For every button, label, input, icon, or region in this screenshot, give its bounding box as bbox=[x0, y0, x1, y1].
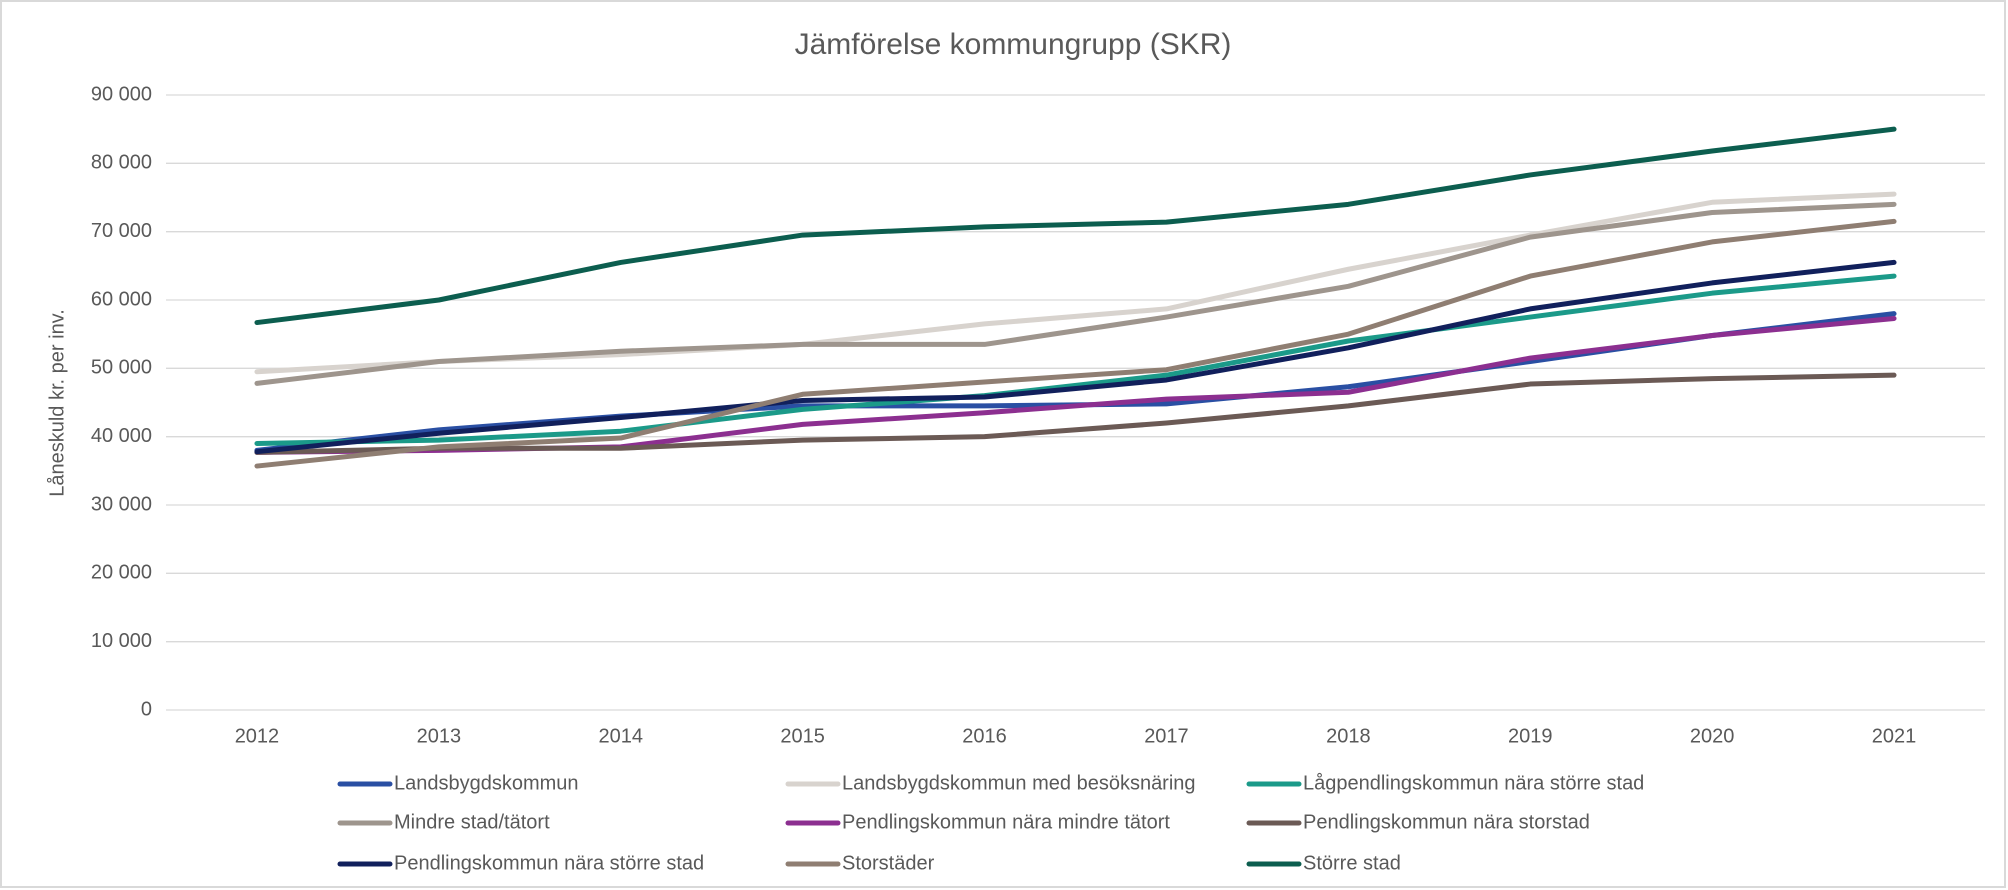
x-tick-label: 2014 bbox=[599, 725, 644, 747]
y-tick-label: 90 000 bbox=[91, 83, 152, 105]
y-tick-label: 80 000 bbox=[91, 152, 152, 174]
y-tick-label: 0 bbox=[141, 698, 152, 720]
y-tick-label: 20 000 bbox=[91, 562, 152, 584]
legend-label: Lågpendlingskommun nära större stad bbox=[1303, 772, 1644, 794]
x-tick-label: 2015 bbox=[780, 725, 825, 747]
line-series bbox=[254, 201, 1897, 386]
line-series bbox=[254, 126, 1897, 326]
x-tick-label: 2013 bbox=[417, 725, 462, 747]
x-tick-label: 2021 bbox=[1872, 725, 1917, 747]
legend-label: Pendlingskommun nära mindre tätort bbox=[842, 811, 1170, 833]
x-tick-label: 2020 bbox=[1690, 725, 1735, 747]
legend-label: Mindre stad/tätort bbox=[394, 811, 550, 833]
line-series bbox=[254, 218, 1897, 469]
y-tick-label: 60 000 bbox=[91, 288, 152, 310]
legend-label: Pendlingskommun nära storstad bbox=[1303, 811, 1590, 833]
line-series bbox=[254, 273, 1897, 446]
x-tick-label: 2019 bbox=[1508, 725, 1553, 747]
y-tick-label: 40 000 bbox=[91, 425, 152, 447]
chart-title: Jämförelse kommungrupp (SKR) bbox=[795, 28, 1232, 61]
legend-label: Landsbygdskommun med besöksnäring bbox=[842, 772, 1196, 794]
y-tick-label: 30 000 bbox=[91, 493, 152, 515]
legend-label: Pendlingskommun nära större stad bbox=[394, 852, 704, 874]
legend-label: Landsbygdskommun bbox=[394, 772, 579, 794]
x-tick-label: 2012 bbox=[235, 725, 280, 747]
x-tick-label: 2017 bbox=[1144, 725, 1189, 747]
line-series bbox=[254, 259, 1897, 455]
y-tick-label: 70 000 bbox=[91, 220, 152, 242]
legend-label: Större stad bbox=[1303, 852, 1401, 874]
y-tick-label: 10 000 bbox=[91, 630, 152, 652]
x-tick-label: 2018 bbox=[1326, 725, 1371, 747]
y-tick-label: 50 000 bbox=[91, 357, 152, 379]
legend-label: Storstäder bbox=[842, 852, 935, 874]
y-axis-label: Låneskuld kr. per inv. bbox=[46, 309, 68, 497]
line-series bbox=[254, 372, 1897, 455]
x-tick-label: 2016 bbox=[962, 725, 1007, 747]
